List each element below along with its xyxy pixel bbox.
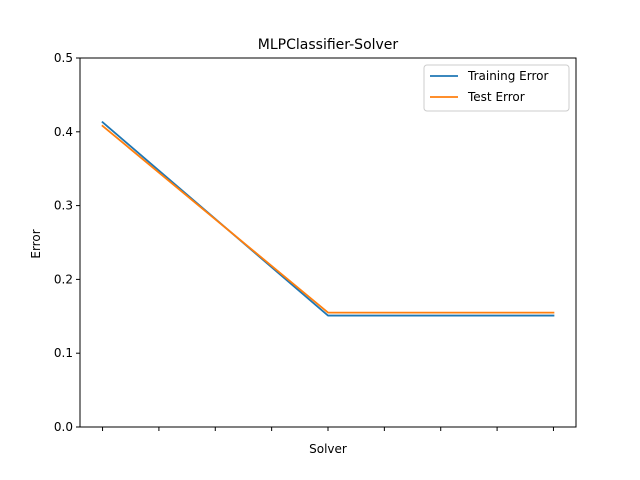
legend: Training Error Test Error <box>423 64 570 112</box>
series-layer <box>101 120 555 317</box>
x-axis-label: Solver <box>309 442 347 456</box>
y-axis-ticks: 0.0 0.1 0.2 0.3 0.4 0.5 <box>54 51 80 434</box>
series-line-training-error <box>101 120 555 317</box>
x-axis-ticks <box>102 427 554 431</box>
y-axis-label: Error <box>29 229 43 258</box>
chart-title: MLPClassifier-Solver <box>258 37 399 53</box>
y-tick-label: 0.2 <box>54 272 73 286</box>
y-tick-label: 0.5 <box>54 51 73 65</box>
y-tick-label: 0.0 <box>54 420 73 434</box>
legend-box <box>423 64 570 112</box>
plot-area-frame <box>79 57 577 428</box>
y-tick-label: 0.3 <box>54 199 73 213</box>
legend-label: Test Error <box>467 90 525 104</box>
y-tick-label: 0.4 <box>54 125 73 139</box>
series-line-test-error <box>101 124 555 314</box>
legend-label: Training Error <box>467 69 548 83</box>
y-tick-label: 0.1 <box>54 346 73 360</box>
